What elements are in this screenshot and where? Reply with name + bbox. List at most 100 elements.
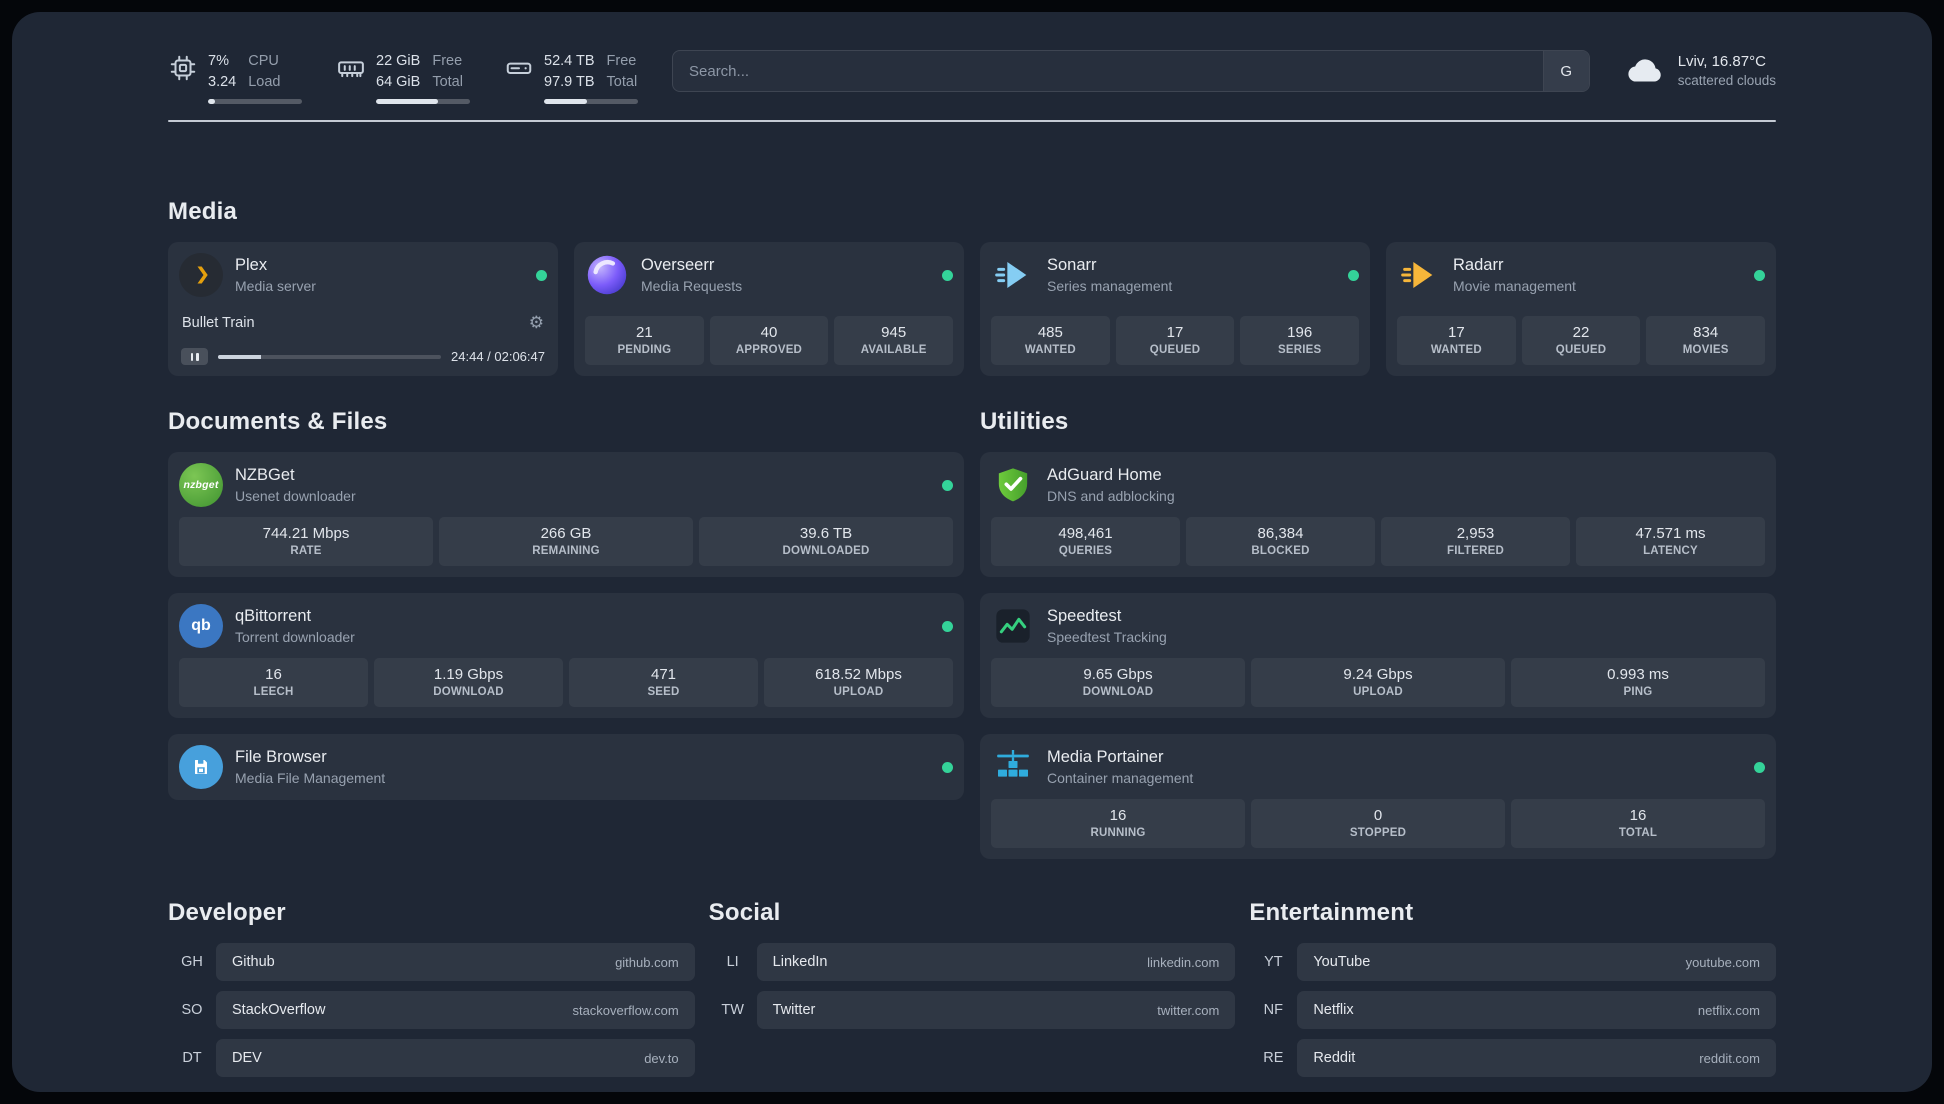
stat-rate: 744.21 Mbps RATE bbox=[179, 517, 433, 567]
stat-value: 471 bbox=[650, 666, 677, 684]
sonarr-card[interactable]: Sonarr Series management 485 WANTED 17 Q… bbox=[980, 242, 1370, 377]
service-subtitle: Media Requests bbox=[641, 278, 743, 295]
qbittorrent-stats: 16 LEECH 1.19 Gbps DOWNLOAD 471 SEED 6 bbox=[179, 658, 953, 708]
stat-ping: 0.993 ms PING bbox=[1511, 658, 1765, 708]
stat-label: RATE bbox=[290, 545, 322, 558]
bookmark-reddit[interactable]: RE Reddit reddit.com bbox=[1249, 1039, 1776, 1078]
search-box[interactable]: G bbox=[672, 50, 1590, 92]
portainer-card[interactable]: Media Portainer Container management 16 … bbox=[980, 734, 1776, 860]
nzbget-card[interactable]: nzbget NZBGet Usenet downloader 744.21 M… bbox=[168, 452, 964, 578]
media-heading: Media bbox=[168, 198, 238, 226]
radarr-card[interactable]: Radarr Movie management 17 WANTED 22 QUE… bbox=[1386, 242, 1776, 377]
cpu-load-value: 3.24 bbox=[208, 74, 237, 91]
bookmark-body[interactable]: LinkedIn linkedin.com bbox=[756, 943, 1236, 982]
stat-value: 266 GB bbox=[540, 525, 592, 543]
nzbget-icon-label: nzbget bbox=[183, 479, 219, 492]
overseerr-card[interactable]: Overseerr Media Requests 21 PENDING 40 A… bbox=[574, 242, 964, 377]
bookmark-url: netflix.com bbox=[1697, 1002, 1760, 1018]
search-provider-button[interactable]: G bbox=[1542, 51, 1589, 91]
stat-label: RUNNING bbox=[1090, 827, 1146, 840]
radarr-titles: Radarr Movie management bbox=[1453, 256, 1576, 294]
stat-value: 1.19 Gbps bbox=[433, 666, 504, 684]
bookmark-stackoverflow[interactable]: SO StackOverflow stackoverflow.com bbox=[168, 991, 695, 1030]
pause-button[interactable] bbox=[181, 348, 208, 366]
service-name: Overseerr bbox=[641, 256, 715, 275]
bookmark-linkedin[interactable]: LI LinkedIn linkedin.com bbox=[709, 943, 1236, 982]
bookmark-twitter[interactable]: TW Twitter twitter.com bbox=[709, 991, 1236, 1030]
qbittorrent-icon-label: qb bbox=[191, 617, 211, 635]
portainer-stats: 16 RUNNING 0 STOPPED 16 TOTAL bbox=[991, 799, 1765, 849]
stat-wanted: 17 WANTED bbox=[1397, 316, 1516, 366]
disk-total-value: 97.9 TB bbox=[544, 74, 595, 91]
stat-value: 17 bbox=[1166, 324, 1184, 342]
search-input[interactable] bbox=[673, 51, 1543, 91]
now-playing-title: Bullet Train bbox=[182, 314, 255, 331]
bookmark-youtube[interactable]: YT YouTube youtube.com bbox=[1249, 943, 1776, 982]
stat-label: AVAILABLE bbox=[860, 344, 927, 357]
bookmark-body[interactable]: Github github.com bbox=[216, 943, 695, 982]
bookmark-name: DEV bbox=[232, 1050, 262, 1067]
stat-label: LATENCY bbox=[1643, 545, 1698, 558]
overseerr-header[interactable]: Overseerr Media Requests bbox=[585, 253, 953, 297]
header-divider bbox=[168, 120, 1776, 123]
stat-latency: 47.571 ms LATENCY bbox=[1576, 517, 1765, 567]
speedtest-header[interactable]: Speedtest Speedtest Tracking bbox=[991, 604, 1765, 648]
bookmark-body[interactable]: Twitter twitter.com bbox=[756, 991, 1236, 1030]
bookmark-body[interactable]: StackOverflow stackoverflow.com bbox=[216, 991, 695, 1030]
stat-value: 498,461 bbox=[1058, 525, 1113, 543]
stat-label: BLOCKED bbox=[1251, 545, 1310, 558]
social-heading: Social bbox=[708, 899, 781, 927]
section-entertainment: Entertainment YT YouTube youtube.com NF … bbox=[1249, 899, 1776, 1078]
qbittorrent-icon: qb bbox=[179, 604, 223, 649]
bookmark-name: Netflix bbox=[1313, 1002, 1354, 1019]
adguard-card[interactable]: AdGuard Home DNS and adblocking 498,461 … bbox=[980, 452, 1776, 578]
memory-labels: Free Total bbox=[432, 51, 463, 93]
stat-running: 16 RUNNING bbox=[991, 799, 1245, 849]
bookmark-github[interactable]: GH Github github.com bbox=[168, 943, 695, 982]
stat-label: DOWNLOAD bbox=[433, 686, 504, 699]
memory-usage-bar bbox=[376, 99, 470, 105]
bookmark-body[interactable]: YouTube youtube.com bbox=[1297, 943, 1776, 982]
bookmark-name: LinkedIn bbox=[772, 954, 828, 971]
cpu-chip-icon bbox=[170, 55, 196, 81]
stat-remaining: 266 GB REMAINING bbox=[439, 517, 693, 567]
plex-card[interactable]: Plex Media server Bullet Train ⚙ 24:44 /… bbox=[168, 242, 558, 377]
gear-icon[interactable]: ⚙ bbox=[528, 313, 544, 333]
bookmark-name: Github bbox=[232, 954, 275, 971]
stat-label: QUERIES bbox=[1058, 545, 1113, 558]
plex-header[interactable]: Plex Media server bbox=[179, 253, 547, 298]
bookmark-body[interactable]: Netflix netflix.com bbox=[1297, 991, 1776, 1030]
bookmark-body[interactable]: DEV dev.to bbox=[216, 1039, 695, 1078]
bookmark-abbr: RE bbox=[1263, 1050, 1284, 1067]
bookmark-netflix[interactable]: NF Netflix netflix.com bbox=[1249, 991, 1776, 1030]
filebrowser-card[interactable]: File Browser Media File Management bbox=[168, 734, 964, 801]
playback-progress-bar[interactable] bbox=[218, 354, 442, 359]
portainer-header[interactable]: Media Portainer Container management bbox=[991, 745, 1765, 789]
adguard-header[interactable]: AdGuard Home DNS and adblocking bbox=[991, 463, 1765, 507]
middle-columns: Documents & Files nzbget NZBGet Usenet d… bbox=[168, 408, 1776, 860]
stat-value: 16 bbox=[1629, 807, 1647, 825]
stat-value: 196 bbox=[1287, 324, 1313, 342]
bookmark-dev[interactable]: DT DEV dev.to bbox=[168, 1039, 695, 1078]
adguard-titles: AdGuard Home DNS and adblocking bbox=[1047, 466, 1175, 504]
stat-value: 9.24 Gbps bbox=[1343, 666, 1413, 684]
bookmark-abbr: SO bbox=[181, 1002, 203, 1019]
bookmark-body[interactable]: Reddit reddit.com bbox=[1297, 1039, 1776, 1078]
stat-label: APPROVED bbox=[735, 344, 803, 357]
sonarr-header[interactable]: Sonarr Series management bbox=[991, 253, 1359, 297]
disk-icon bbox=[506, 62, 532, 74]
qbittorrent-card[interactable]: qb qBittorrent Torrent downloader 16 LEE… bbox=[168, 593, 964, 719]
disk-usage-bar bbox=[544, 99, 638, 105]
service-name: Media Portainer bbox=[1047, 748, 1164, 767]
filebrowser-header[interactable]: File Browser Media File Management bbox=[179, 745, 953, 790]
status-dot bbox=[1348, 269, 1359, 281]
speedtest-card[interactable]: Speedtest Speedtest Tracking 9.65 Gbps D… bbox=[980, 593, 1776, 719]
stat-available: 945 AVAILABLE bbox=[834, 316, 954, 366]
qbittorrent-header[interactable]: qb qBittorrent Torrent downloader bbox=[179, 604, 953, 649]
sonarr-stats: 485 WANTED 17 QUEUED 196 SERIES bbox=[991, 316, 1360, 366]
bookmark-name: StackOverflow bbox=[232, 1002, 326, 1019]
stat-value: 47.571 ms bbox=[1635, 525, 1706, 543]
radarr-header[interactable]: Radarr Movie management bbox=[1397, 253, 1765, 297]
nzbget-header[interactable]: nzbget NZBGet Usenet downloader bbox=[179, 463, 953, 508]
stat-blocked: 86,384 BLOCKED bbox=[1186, 517, 1375, 567]
